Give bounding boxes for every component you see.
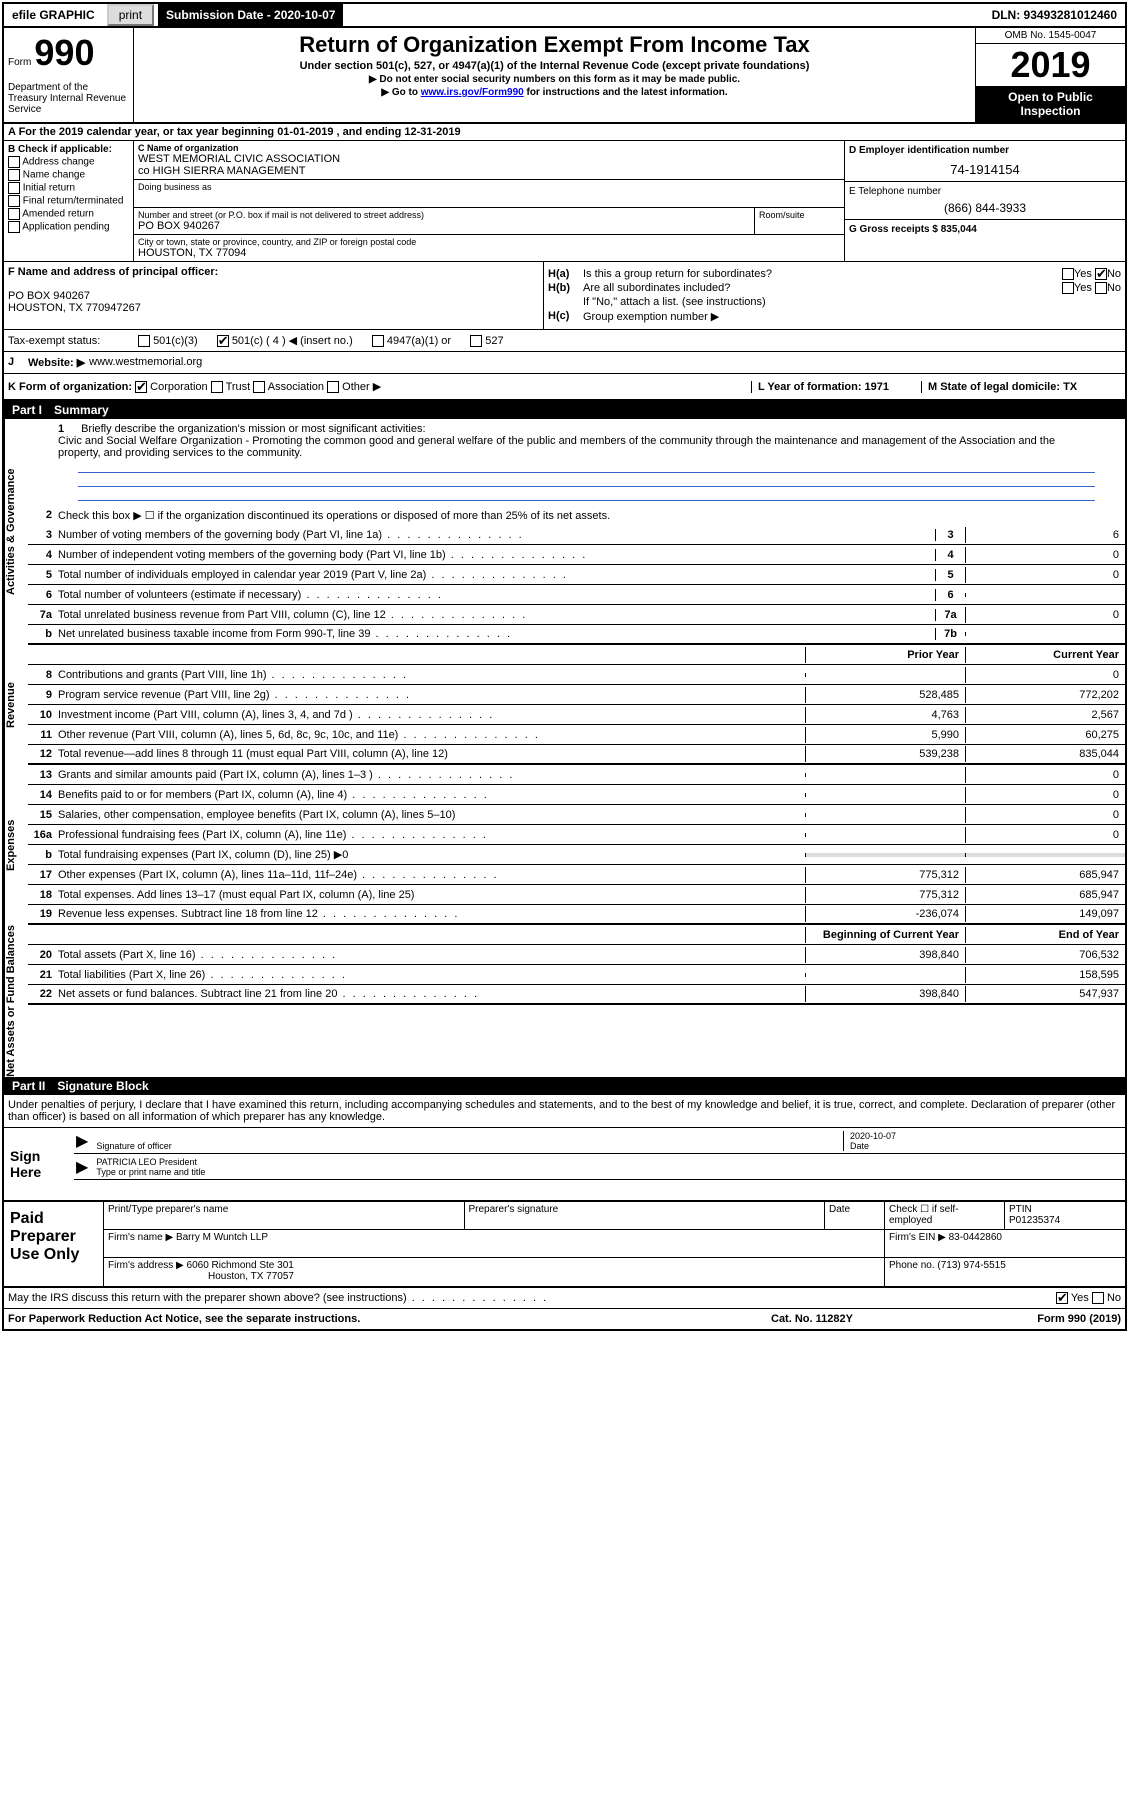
efile-label: efile GRAPHIC (4, 4, 103, 26)
firm-addr1: 6060 Richmond Ste 301 (187, 1260, 294, 1271)
b-opt: Application pending (8, 221, 129, 233)
summary-governance: Activities & Governance 1 Briefly descri… (4, 419, 1125, 645)
form-number: 990 (34, 32, 94, 73)
print-button[interactable]: print (107, 4, 154, 26)
discuss-row: May the IRS discuss this return with the… (4, 1288, 1125, 1308)
ha-no-check (1095, 268, 1107, 280)
arrow-icon: ▶ (76, 1131, 88, 1151)
column-f: F Name and address of principal officer:… (4, 262, 544, 329)
section-bcd: B Check if applicable: Address change Na… (4, 141, 1125, 262)
side-revenue: Revenue (4, 645, 28, 765)
mission-box: 1 Briefly describe the organization's mi… (28, 419, 1125, 505)
signature-block: Sign Here ▶ Signature of officer 2020-10… (4, 1128, 1125, 1202)
state-domicile: M State of legal domicile: TX (921, 381, 1121, 393)
telephone-box: E Telephone number (866) 844-3933 (845, 182, 1125, 220)
street-address: PO BOX 940267 (138, 220, 750, 232)
room-box: Room/suite (755, 208, 845, 235)
page-footer: For Paperwork Reduction Act Notice, see … (4, 1308, 1125, 1329)
omb-number: OMB No. 1545-0047 (976, 28, 1125, 44)
section-fh: F Name and address of principal officer:… (4, 262, 1125, 330)
b-opt: Final return/terminated (8, 195, 129, 207)
form-header: Form 990 Department of the Treasury Inte… (4, 28, 1125, 124)
preparer-block: Paid Preparer Use Only Print/Type prepar… (4, 1202, 1125, 1288)
line-a: A For the 2019 calendar year, or tax yea… (4, 124, 1125, 141)
tax-year: 2019 (976, 44, 1125, 86)
part-i-header: Part I Summary (4, 401, 1125, 419)
officer-addr2: HOUSTON, TX 770947267 (8, 302, 539, 314)
firm-name: Barry M Wuntch LLP (176, 1232, 268, 1243)
sign-here-label: Sign Here (4, 1128, 74, 1200)
dba-box: Doing business as (134, 180, 845, 208)
arrow-icon: ▶ (76, 1157, 88, 1177)
corp-check (135, 381, 147, 393)
org-name-1: WEST MEMORIAL CIVIC ASSOCIATION (138, 153, 840, 165)
sig-date: 2020-10-07 (850, 1131, 896, 1141)
firm-addr2: Houston, TX 77057 (208, 1271, 294, 1282)
gross-receipts: G Gross receipts $ 835,044 (845, 220, 1125, 239)
501c4-check (217, 335, 229, 347)
column-de: D Employer identification number 74-1914… (845, 141, 1125, 261)
paperwork-notice: For Paperwork Reduction Act Notice, see … (8, 1313, 771, 1325)
telephone-value: (866) 844-3933 (849, 201, 1121, 215)
address-box: Number and street (or P.O. box if mail i… (134, 208, 755, 235)
ein-value: 74-1914154 (849, 162, 1121, 177)
summary-netassets: Net Assets or Fund Balances Beginning of… (4, 925, 1125, 1077)
b-opt: Initial return (8, 182, 129, 194)
summary-revenue: Revenue Prior YearCurrent Year 8Contribu… (4, 645, 1125, 765)
main-title: Return of Organization Exempt From Incom… (138, 32, 971, 58)
header-right: OMB No. 1545-0047 2019 Open to Public In… (975, 28, 1125, 122)
firm-phone: (713) 974-5515 (937, 1260, 1005, 1271)
city-state-zip: HOUSTON, TX 77094 (138, 247, 840, 259)
website-row: J Website: ▶ www.westmemorial.org (4, 352, 1125, 374)
year-formation: L Year of formation: 1971 (751, 381, 921, 393)
klm-row: K Form of organization: Corporation Trus… (4, 374, 1125, 401)
website-value: www.westmemorial.org (89, 356, 202, 369)
column-b: B Check if applicable: Address change Na… (4, 141, 134, 261)
header-left: Form 990 Department of the Treasury Inte… (4, 28, 134, 122)
b-opt: Name change (8, 169, 129, 181)
ein-box: D Employer identification number 74-1914… (845, 141, 1125, 182)
paid-preparer-label: Paid Preparer Use Only (4, 1202, 104, 1286)
side-expenses: Expenses (4, 765, 28, 925)
form-label: Form (8, 57, 31, 68)
column-c: C Name of organization WEST MEMORIAL CIV… (134, 141, 845, 261)
officer-addr1: PO BOX 940267 (8, 290, 539, 302)
officer-name: PATRICIA LEO President (96, 1157, 197, 1167)
org-name-2: co HIGH SIERRA MANAGEMENT (138, 165, 840, 177)
firm-ein: 83-0442860 (949, 1232, 1002, 1243)
b-opt: Address change (8, 156, 129, 168)
open-to-public: Open to Public Inspection (976, 86, 1125, 122)
discuss-yes-check (1056, 1292, 1068, 1304)
form-page-label: Form 990 (2019) (971, 1313, 1121, 1325)
b-opt: Amended return (8, 208, 129, 220)
top-header: efile GRAPHIC print Submission Date - 20… (4, 4, 1125, 28)
side-netassets: Net Assets or Fund Balances (4, 925, 28, 1077)
org-name-box: C Name of organization WEST MEMORIAL CIV… (134, 141, 845, 180)
signature-intro: Under penalties of perjury, I declare th… (4, 1095, 1125, 1128)
subtitle-2: ▶ Do not enter social security numbers o… (138, 74, 971, 85)
dln-label: DLN: 93493281012460 (984, 4, 1125, 26)
subtitle-1: Under section 501(c), 527, or 4947(a)(1)… (138, 60, 971, 72)
city-box: City or town, state or province, country… (134, 235, 845, 261)
side-governance: Activities & Governance (4, 419, 28, 645)
subtitle-3: ▶ Go to www.irs.gov/Form990 for instruct… (138, 87, 971, 98)
header-mid: Return of Organization Exempt From Incom… (134, 28, 975, 122)
submission-date-label: Submission Date - 2020-10-07 (158, 4, 343, 26)
department-label: Department of the Treasury Internal Reve… (8, 82, 129, 115)
column-h: H(a) Is this a group return for subordin… (544, 262, 1125, 329)
part-ii-header: Part II Signature Block (4, 1077, 1125, 1095)
irs-link[interactable]: www.irs.gov/Form990 (421, 87, 524, 98)
summary-expenses: Expenses 13Grants and similar amounts pa… (4, 765, 1125, 925)
form-990-page: efile GRAPHIC print Submission Date - 20… (2, 2, 1127, 1331)
tax-exempt-row: Tax-exempt status: 501(c)(3) 501(c) ( 4 … (4, 330, 1125, 352)
b-title: B Check if applicable: (8, 144, 129, 155)
ptin-value: P01235374 (1009, 1215, 1060, 1226)
mission-text: Civic and Social Welfare Organization - … (58, 435, 1055, 459)
cat-number: Cat. No. 11282Y (771, 1313, 971, 1325)
